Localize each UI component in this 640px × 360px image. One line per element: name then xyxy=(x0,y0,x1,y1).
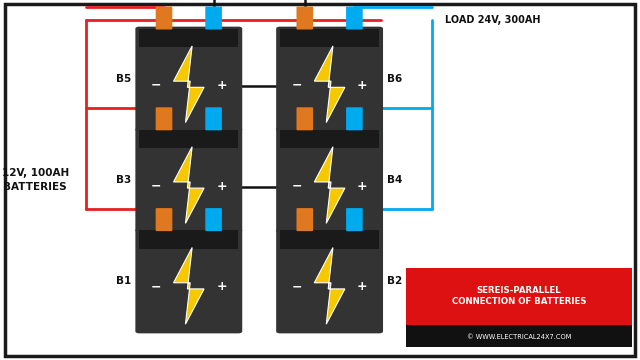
Text: −: − xyxy=(292,180,302,193)
Text: +: + xyxy=(357,180,367,193)
FancyBboxPatch shape xyxy=(156,107,172,130)
Text: B6: B6 xyxy=(387,74,402,84)
Polygon shape xyxy=(173,147,204,223)
Text: −: − xyxy=(292,79,302,92)
Bar xyxy=(406,268,632,325)
FancyBboxPatch shape xyxy=(346,6,363,30)
FancyBboxPatch shape xyxy=(205,107,222,130)
Text: B2: B2 xyxy=(387,276,402,286)
FancyBboxPatch shape xyxy=(5,4,635,356)
Text: +: + xyxy=(357,280,367,293)
FancyBboxPatch shape xyxy=(205,208,222,231)
Text: +: + xyxy=(216,79,227,92)
Text: −: − xyxy=(292,280,302,293)
Polygon shape xyxy=(314,46,345,122)
Text: −: − xyxy=(151,280,161,293)
Text: +: + xyxy=(357,79,367,92)
Bar xyxy=(406,325,632,347)
Bar xyxy=(140,130,238,148)
Text: B4: B4 xyxy=(387,175,403,185)
Polygon shape xyxy=(314,147,345,223)
Text: B1: B1 xyxy=(116,276,132,286)
Polygon shape xyxy=(173,46,204,122)
FancyBboxPatch shape xyxy=(276,27,383,132)
Bar xyxy=(280,230,380,248)
Text: −: − xyxy=(151,180,161,193)
FancyBboxPatch shape xyxy=(205,6,222,30)
FancyBboxPatch shape xyxy=(136,228,242,333)
Text: B5: B5 xyxy=(116,74,132,84)
Bar xyxy=(140,29,238,47)
FancyBboxPatch shape xyxy=(276,127,383,233)
Text: SEREIS-PARALLEL
CONNECTION OF BATTERIES: SEREIS-PARALLEL CONNECTION OF BATTERIES xyxy=(452,285,586,306)
Bar xyxy=(280,130,380,148)
Text: LOAD 24V, 300AH: LOAD 24V, 300AH xyxy=(445,15,540,25)
Bar xyxy=(280,29,380,47)
Text: −: − xyxy=(151,79,161,92)
Polygon shape xyxy=(173,248,204,324)
FancyBboxPatch shape xyxy=(276,228,383,333)
Text: © WWW.ELECTRICAL24X7.COM: © WWW.ELECTRICAL24X7.COM xyxy=(467,334,572,340)
FancyBboxPatch shape xyxy=(136,27,242,132)
Text: +: + xyxy=(216,280,227,293)
FancyBboxPatch shape xyxy=(156,208,172,231)
FancyBboxPatch shape xyxy=(296,208,313,231)
Text: +: + xyxy=(216,180,227,193)
FancyBboxPatch shape xyxy=(156,6,172,30)
Bar xyxy=(140,230,238,248)
FancyBboxPatch shape xyxy=(296,107,313,130)
FancyBboxPatch shape xyxy=(296,6,313,30)
Polygon shape xyxy=(314,248,345,324)
Text: B3: B3 xyxy=(116,175,132,185)
FancyBboxPatch shape xyxy=(346,208,363,231)
FancyBboxPatch shape xyxy=(346,107,363,130)
FancyBboxPatch shape xyxy=(136,127,242,233)
Text: 12V, 100AH
BATTERIES: 12V, 100AH BATTERIES xyxy=(1,168,69,192)
